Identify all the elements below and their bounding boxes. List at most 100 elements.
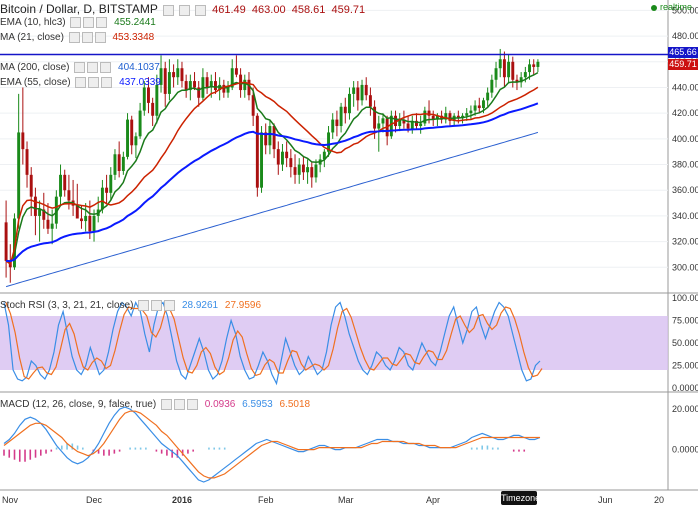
close-icon[interactable]: [96, 17, 108, 28]
candle: [138, 102, 142, 139]
candle-body: [528, 64, 531, 73]
legend-ema55-value: 437.0339: [119, 77, 161, 89]
candle: [134, 132, 138, 159]
eye-icon[interactable]: [151, 300, 163, 311]
candle: [494, 61, 498, 88]
candle: [234, 55, 238, 78]
candle: [327, 126, 330, 157]
close-icon[interactable]: [195, 4, 207, 16]
candle-body: [423, 110, 427, 124]
candle: [352, 81, 356, 107]
candle-body: [536, 61, 540, 67]
candle: [331, 113, 335, 139]
ohlc-close: 459.71: [331, 4, 366, 16]
candle: [532, 59, 536, 75]
candle-body: [419, 123, 423, 127]
settings-icon[interactable]: [70, 17, 82, 28]
settings-icon[interactable]: [160, 399, 172, 410]
legend-stoch-d-value: 27.9596: [224, 300, 262, 312]
candle-body: [142, 87, 146, 111]
candle-body: [121, 156, 125, 171]
candle: [410, 115, 414, 134]
candle: [255, 113, 259, 197]
candle-body: [184, 81, 188, 91]
candle-body: [75, 205, 79, 219]
price-tick-label: 360.00: [672, 185, 698, 195]
candle: [301, 156, 305, 180]
candle-body: [331, 119, 335, 133]
settings-icon[interactable]: [74, 62, 86, 73]
legend-ma21-value: 453.3348: [112, 32, 155, 44]
candle-body: [84, 215, 88, 222]
ohlc-open: 461.49: [212, 4, 246, 16]
candle-body: [67, 190, 71, 201]
legend-macd[interactable]: MACD (12, 26, close, 9, false, true) 0.0…: [0, 399, 310, 410]
eye-icon[interactable]: [173, 399, 185, 410]
candle-body: [435, 115, 439, 120]
candle: [214, 72, 217, 94]
candle: [75, 183, 79, 219]
close-icon[interactable]: [94, 32, 106, 43]
candle: [368, 87, 372, 116]
candle-body: [59, 174, 62, 197]
candle: [314, 159, 318, 183]
candle-body: [482, 100, 485, 109]
candle-body: [285, 151, 289, 159]
legend-stoch-rsi[interactable]: Stoch RSI (3, 3, 21, 21, close) 28.9261 …: [0, 300, 261, 311]
close-icon[interactable]: [164, 300, 176, 311]
settings-icon[interactable]: [75, 77, 87, 88]
candle: [272, 123, 276, 159]
candle: [310, 161, 314, 188]
legend-ma21[interactable]: MA (21, close) 453.3348: [0, 32, 154, 43]
candle-body: [117, 154, 121, 171]
candle: [536, 59, 540, 73]
candle: [293, 154, 297, 184]
candle-body: [465, 113, 469, 116]
macd-tick-label: 0.0000: [672, 445, 698, 455]
eye-icon[interactable]: [87, 62, 99, 73]
candle-body: [92, 215, 96, 232]
candle-body: [532, 64, 536, 67]
candle: [142, 81, 146, 116]
candle: [469, 105, 473, 120]
candle-body: [151, 102, 155, 116]
legend-ma200[interactable]: MA (200, close) 404.1037: [0, 62, 160, 73]
settings-icon[interactable]: [68, 32, 80, 43]
legend-ema10[interactable]: EMA (10, hlc3) 455.2441: [0, 17, 156, 28]
eye-icon[interactable]: [178, 4, 190, 16]
eye-icon[interactable]: [81, 32, 93, 43]
candle-body: [310, 167, 314, 178]
candle-body: [473, 105, 477, 111]
candle: [172, 64, 176, 88]
candle-body: [377, 123, 381, 129]
timezone-button[interactable]: Timezone: [501, 491, 541, 505]
price-tick-label: 420.00: [672, 108, 698, 118]
legend-ema10-value: 455.2441: [114, 17, 156, 29]
close-icon[interactable]: [101, 77, 113, 88]
candle-body: [486, 92, 490, 101]
eye-icon[interactable]: [83, 17, 95, 28]
candle-body: [306, 167, 310, 173]
settings-icon[interactable]: [138, 300, 150, 311]
candle-body: [402, 119, 406, 124]
close-icon[interactable]: [100, 62, 112, 73]
candle: [4, 200, 8, 278]
eye-icon[interactable]: [88, 77, 100, 88]
price-tick-label: 300.00: [672, 262, 698, 272]
stoch-tick-label: 100.0000: [672, 293, 698, 303]
candle-body: [63, 174, 67, 191]
candle-body: [80, 218, 83, 222]
legend-ma21-label: MA (21, close): [0, 32, 64, 44]
settings-icon[interactable]: [162, 4, 174, 16]
candle-body: [21, 132, 25, 150]
candle-body: [415, 120, 418, 127]
candle: [364, 77, 368, 101]
symbol-title[interactable]: Bitcoin / Dollar, D, BITSTAMP: [0, 2, 158, 16]
price-tick-label: 320.00: [672, 237, 698, 247]
candle-body: [180, 68, 184, 82]
legend-ema55[interactable]: EMA (55, close) 437.0339: [0, 77, 161, 88]
close-icon[interactable]: [186, 399, 198, 410]
candle: [54, 190, 58, 229]
resistance-price-tag: 465.66: [668, 47, 698, 58]
